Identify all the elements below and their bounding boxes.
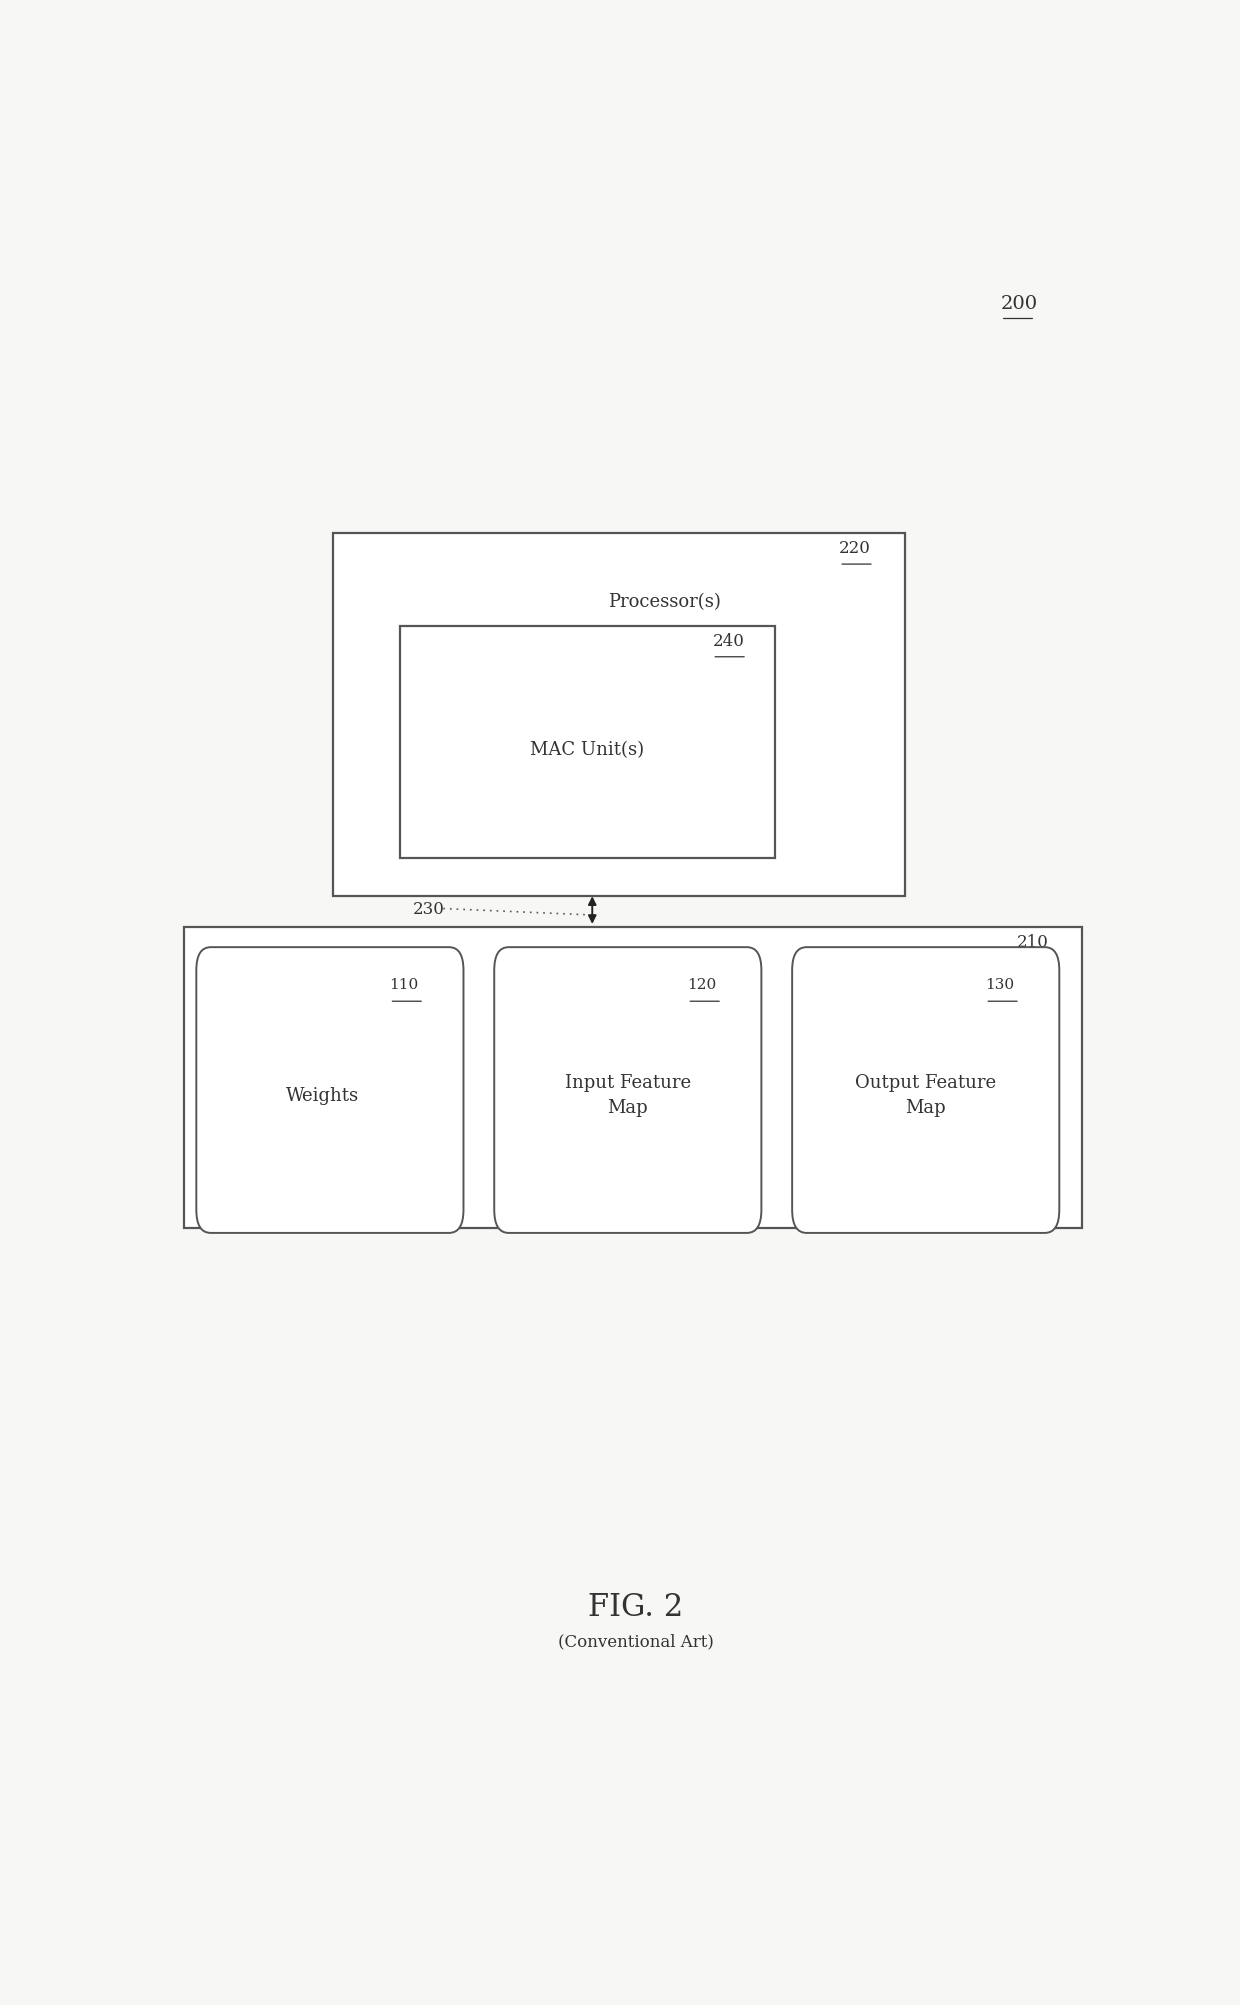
Text: MAC Unit(s): MAC Unit(s) <box>531 740 645 758</box>
Text: 210: 210 <box>1017 934 1049 950</box>
Text: Memory(s): Memory(s) <box>872 986 970 1005</box>
Text: Weights: Weights <box>286 1087 360 1105</box>
Text: 110: 110 <box>389 976 419 990</box>
FancyBboxPatch shape <box>332 533 905 896</box>
Text: Processor(s): Processor(s) <box>608 593 720 612</box>
Text: 230: 230 <box>413 900 444 918</box>
Text: Input Feature
Map: Input Feature Map <box>564 1075 691 1117</box>
FancyBboxPatch shape <box>184 928 1083 1229</box>
FancyBboxPatch shape <box>792 948 1059 1233</box>
Text: Output Feature
Map: Output Feature Map <box>856 1075 996 1117</box>
Text: 220: 220 <box>839 539 872 557</box>
Text: 130: 130 <box>986 976 1014 990</box>
FancyBboxPatch shape <box>401 626 775 858</box>
Text: (Conventional Art): (Conventional Art) <box>558 1632 713 1650</box>
Text: 120: 120 <box>687 976 717 990</box>
Text: 240: 240 <box>713 634 744 650</box>
Text: 200: 200 <box>1001 295 1038 313</box>
Text: FIG. 2: FIG. 2 <box>588 1592 683 1622</box>
FancyBboxPatch shape <box>495 948 761 1233</box>
FancyBboxPatch shape <box>196 948 464 1233</box>
